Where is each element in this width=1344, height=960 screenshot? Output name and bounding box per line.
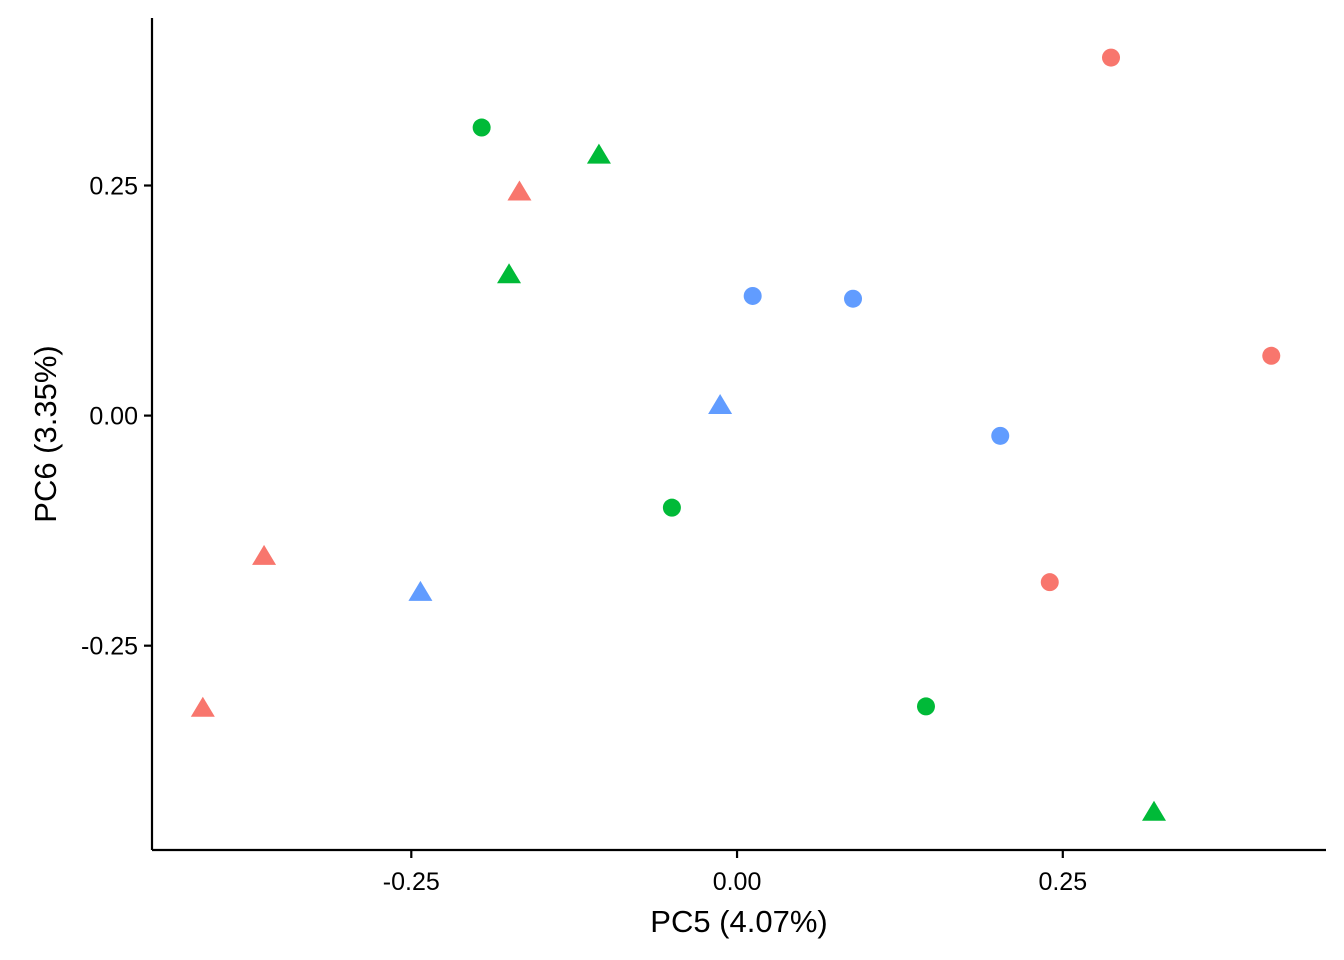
data-point-triangle-blue <box>408 580 433 601</box>
data-point-triangle-red <box>252 544 277 565</box>
x-tick-label: -0.25 <box>383 868 440 896</box>
data-point-triangle-red <box>507 180 532 201</box>
data-point-circle-green <box>662 498 681 517</box>
points-layer <box>190 48 1281 821</box>
y-tick-label: 0.00 <box>89 403 138 431</box>
data-point-circle-blue <box>743 286 762 305</box>
data-point-circle-blue <box>991 426 1010 445</box>
data-point-triangle-green <box>1142 800 1167 821</box>
data-point-triangle-red <box>190 696 215 717</box>
data-point-circle-red <box>1040 573 1059 592</box>
x-axis-ticks: -0.25 0.00 0.25 <box>383 850 1087 896</box>
data-point-triangle-blue <box>708 393 733 414</box>
data-point-circle-blue <box>844 289 863 308</box>
data-point-circle-red <box>1102 48 1121 67</box>
data-point-circle-green <box>472 118 491 137</box>
x-tick-label: 0.00 <box>713 868 762 896</box>
data-point-circle-red <box>1262 346 1281 365</box>
x-axis-title: PC5 (4.07%) <box>650 904 827 939</box>
data-point-triangle-green <box>586 143 611 164</box>
y-axis-title: PC6 (3.35%) <box>28 345 63 522</box>
x-tick-label: 0.25 <box>1038 868 1087 896</box>
y-tick-label: -0.25 <box>81 633 138 661</box>
data-point-triangle-green <box>497 263 522 284</box>
y-axis-ticks: -0.25 0.00 0.25 <box>81 173 152 661</box>
y-tick-label: 0.25 <box>89 173 138 201</box>
data-point-circle-green <box>916 697 935 716</box>
